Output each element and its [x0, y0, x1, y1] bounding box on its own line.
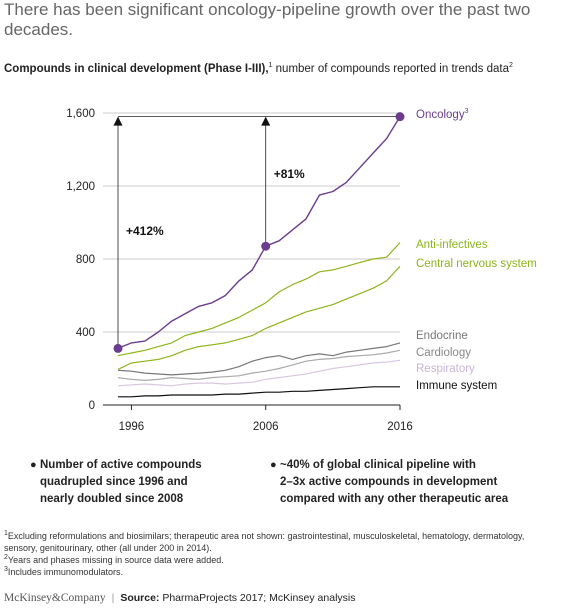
series-label-endocrine: Endocrine — [416, 330, 468, 343]
bullet-dot: ● — [270, 459, 277, 471]
footnote-1: 1Excluding reformulations and biosimilar… — [4, 530, 560, 554]
series-label-anti-infectives: Anti-infectives — [416, 239, 488, 252]
oncology-marker — [113, 343, 123, 353]
source-label: Source: — [120, 592, 160, 604]
bullet-1-line-2: quadrupled since 1996 and — [40, 476, 188, 488]
subtitle-bold: Compounds in clinical development (Phase… — [4, 63, 269, 75]
footnote-2: 2Years and phases missing in source data… — [4, 554, 560, 566]
annotation-arrowhead — [261, 116, 271, 126]
series-label-cardiology: Cardiology — [416, 346, 471, 359]
footnotes: 1Excluding reformulations and biosimilar… — [4, 530, 560, 578]
series-label-oncology: Oncology3 — [416, 107, 469, 121]
footnote-1-sup: 1 — [4, 530, 8, 537]
y-tick-label: 1,200 — [66, 181, 95, 193]
annotation-arrowhead — [113, 116, 123, 126]
bullet-2-line-1: ~40% of global clinical pipeline with — [280, 459, 476, 471]
series-line-immune-system — [118, 386, 400, 398]
y-tick-label: 1,600 — [66, 108, 95, 120]
subtitle-rest: number of compounds reported in trends d… — [272, 63, 509, 75]
series-label-respiratory: Respiratory — [416, 363, 475, 376]
bullet-1-line-3: nearly doubled since 2008 — [40, 493, 184, 505]
bullet-dot: ● — [30, 459, 37, 471]
footer: McKinsey&Company | Source: PharmaProjects … — [4, 592, 356, 604]
footnote-3-sup: 3 — [4, 566, 8, 573]
line-chart: 0 400 800 1,200 1,600 1996 2006 2016 — [66, 108, 413, 433]
source-text: PharmaProjects 2017; McKinsey analysis — [159, 592, 356, 604]
x-tick-label: 2016 — [387, 421, 413, 433]
series-label-central-nervous-system: Central nervous system — [416, 258, 537, 271]
bullet-2: ● ~40% of global clinical pipeline with … — [270, 457, 560, 508]
series-line-cardiology — [117, 349, 401, 381]
subtitle-rest-sup: 2 — [508, 62, 513, 70]
oncology-marker — [261, 241, 271, 251]
bullet-2-line-2: 2–3x active compounds in development — [280, 476, 498, 488]
series-label-immune-system: Immune system — [416, 379, 498, 392]
series-line-oncology — [117, 116, 401, 350]
chart-subtitle: Compounds in clinical development (Phase… — [4, 62, 564, 75]
annotation-label: +412% — [126, 223, 164, 238]
series-line-anti-infectives — [117, 242, 401, 357]
x-tick-label: 1996 — [119, 421, 145, 433]
annotation-label: +81% — [273, 167, 305, 182]
bullet-1: ● Number of active compounds quadrupled … — [30, 457, 260, 508]
series-line-respiratory — [117, 359, 401, 387]
footer-separator: | — [111, 592, 115, 604]
subtitle-bold-sup: 1 — [268, 62, 273, 70]
bullet-1-line-1: Number of active compounds — [40, 459, 202, 471]
y-tick-label: 800 — [76, 254, 95, 266]
headline: There has been significant oncology-pipe… — [4, 0, 531, 39]
oncology-marker — [395, 112, 405, 122]
brand-logo: McKinsey&Company — [4, 592, 106, 604]
footnote-1-text: Excluding reformulations and biosimilars… — [4, 531, 525, 553]
footnote-2-sup: 2 — [4, 554, 8, 561]
series-line-central-nervous-system — [117, 265, 401, 370]
series-line-endocrine — [117, 342, 401, 376]
footnote-2-text: Years and phases missing in source data … — [7, 555, 224, 565]
footnote-3-text: Includes immunomodulators. — [7, 567, 123, 577]
y-tick-label: 400 — [76, 327, 95, 339]
y-tick-label: 0 — [89, 400, 95, 412]
x-tick-label: 2006 — [253, 421, 279, 433]
footnote-3: 3Includes immunomodulators. — [4, 566, 560, 578]
bullet-2-line-3: compared with any other therapeutic area — [280, 493, 509, 505]
